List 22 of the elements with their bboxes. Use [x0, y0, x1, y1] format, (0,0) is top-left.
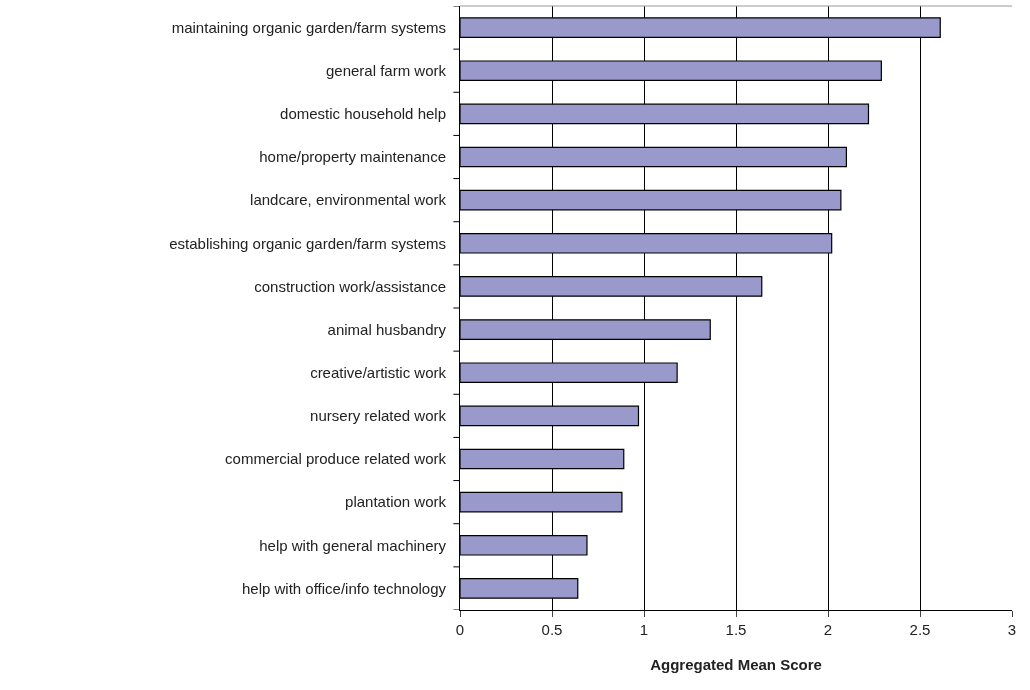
y-tick-label: help with general machinery — [259, 536, 447, 554]
x-tick-label: 0.5 — [541, 621, 563, 638]
y-tick-label: help with office/info technology — [241, 579, 447, 597]
y-tick-label: home/property maintenance — [259, 148, 446, 166]
y-tick-label: nursery related work — [310, 407, 447, 425]
y-tick-label: creative/artistic work — [310, 363, 447, 381]
x-axis-title: Aggregated Mean Score — [650, 656, 822, 673]
y-tick-label: domestic household help — [280, 105, 446, 123]
x-tick-label: 2.5 — [909, 621, 931, 638]
y-tick-label: construction work/assistance — [254, 277, 446, 295]
x-tick-label: 1.5 — [725, 621, 747, 638]
y-tick-label: maintaining organic garden/farm systems — [171, 18, 446, 36]
x-tick-label: 2 — [823, 621, 833, 638]
x-tick-label: 3 — [1007, 621, 1017, 638]
y-tick-label: animal husbandry — [327, 320, 447, 338]
y-tick-label: general farm work — [325, 61, 447, 79]
y-tick-label: commercial produce related work — [225, 450, 447, 468]
y-tick-label: landcare, environmental work — [250, 191, 447, 209]
y-tick-label: establishing organic garden/farm systems — [169, 234, 446, 252]
x-tick-label: 0 — [455, 621, 465, 638]
y-tick-label: plantation work — [345, 493, 447, 511]
x-tick-label: 1 — [639, 621, 649, 638]
